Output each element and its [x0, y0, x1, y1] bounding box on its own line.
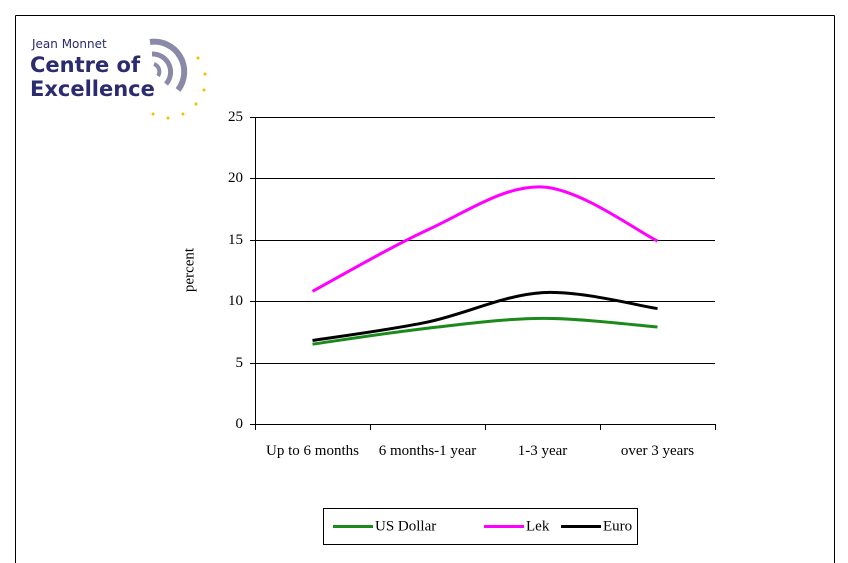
x-tick-label: 6 months-1 year	[378, 443, 477, 459]
legend-label: US Dollar	[375, 518, 436, 534]
y-tick-label: 0	[236, 416, 244, 432]
legend-label: Lek	[526, 518, 550, 534]
logo-stars	[151, 56, 207, 120]
y-axis-label: percent	[181, 247, 197, 292]
series-line	[312, 316, 658, 346]
y-tick-label: 5	[236, 355, 244, 371]
logo-arc	[153, 62, 162, 78]
x-tick-label: over 3 years	[620, 443, 695, 459]
logo-text: Jean Monnet	[31, 37, 107, 51]
legend-label: Euro	[603, 518, 632, 534]
logo-arc	[151, 51, 174, 86]
logo-text: Centre of	[30, 53, 141, 77]
logo-text: Excellence	[30, 77, 155, 101]
logo-arc	[149, 38, 188, 92]
y-tick-label: 25	[228, 109, 243, 125]
series-line	[312, 290, 658, 342]
logo: Jean Monnet Centre of Excellence	[30, 37, 207, 120]
x-tick-label: 1-3 year	[517, 443, 568, 459]
y-tick-label: 15	[228, 232, 243, 248]
y-tick-label: 20	[228, 170, 243, 186]
series-line	[311, 185, 659, 293]
y-tick-label: 10	[228, 293, 243, 309]
x-tick-label: Up to 6 months	[266, 443, 359, 459]
